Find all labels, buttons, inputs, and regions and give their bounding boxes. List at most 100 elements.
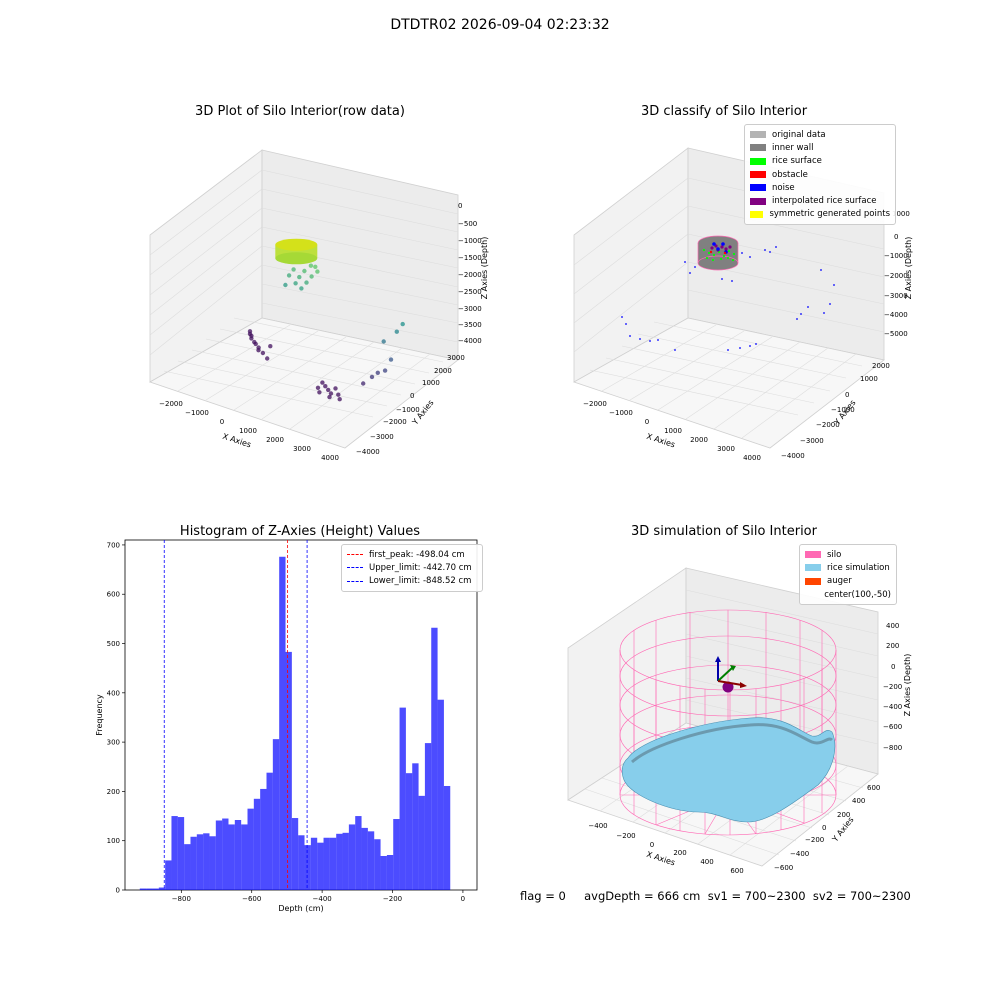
plot4-legend: silo rice simulation auger center(100,-5… — [799, 544, 897, 606]
legend-swatch — [750, 171, 766, 179]
plot3-bars — [139, 556, 451, 890]
data-point — [327, 394, 332, 400]
plot4-ztick: −800 — [883, 744, 902, 752]
data-point — [315, 385, 321, 390]
histogram-bar — [260, 788, 267, 890]
data-point — [326, 387, 331, 393]
legend-entry: rice surface — [750, 155, 890, 168]
data-point — [400, 321, 405, 327]
y-tick-label: 600 — [107, 591, 120, 599]
plot1-xtick: 2000 — [266, 436, 284, 444]
plot4-title: 3D simulation of Silo Interior — [631, 524, 817, 539]
rice-point — [711, 258, 715, 262]
noise-point — [775, 246, 777, 248]
legend-swatch — [750, 157, 766, 165]
legend-entry: interpolated rice surface — [750, 194, 890, 207]
legend-entry: Lower_limit: -848.52 cm — [347, 575, 477, 588]
plot2-ytick: −2000 — [816, 421, 840, 429]
data-point — [291, 267, 296, 272]
plot4-ytick: 200 — [837, 811, 850, 819]
histogram-bar — [228, 824, 235, 890]
legend-label: noise — [772, 182, 795, 193]
histogram-bar — [323, 837, 330, 890]
data-point — [302, 268, 307, 274]
x-tick-label: −600 — [242, 895, 261, 903]
rice-point — [726, 256, 730, 260]
interpolated-point — [710, 246, 714, 250]
plot2-xtick: 1000 — [664, 427, 682, 435]
plot4-auger — [715, 656, 747, 693]
plot2-inner-wall-bottom — [697, 255, 739, 271]
y-tick-label: 400 — [107, 689, 120, 697]
histogram-bar — [272, 739, 280, 890]
rice-point — [732, 252, 736, 256]
noise-point — [769, 251, 771, 253]
histogram-bar — [355, 816, 362, 890]
plot4-ytick: 400 — [852, 797, 865, 805]
histogram-bar — [374, 839, 381, 890]
legend-label: obstacle — [772, 169, 808, 180]
plot4-rice-surface — [621, 717, 836, 823]
plot2-tick-labels: −2000 −1000 0 1000 2000 3000 4000 −4000 … — [583, 210, 910, 462]
interpolated-point — [728, 245, 732, 249]
plot1-ztick: −2500 — [458, 288, 482, 296]
plot2-zlabel: Z Axies (Depth) — [904, 237, 913, 300]
histogram-bar — [184, 844, 191, 890]
data-point — [286, 273, 292, 278]
noise-point — [694, 266, 696, 268]
histogram-bar — [393, 819, 400, 890]
data-point — [297, 274, 302, 280]
plot4-ylabel: Y Axies — [830, 815, 856, 844]
x-tick-label: 0 — [461, 895, 465, 903]
plot2-ztick: −2000 — [884, 272, 908, 280]
plot4-ytick: −200 — [805, 836, 824, 844]
legend-line — [347, 554, 363, 556]
histogram-bar — [285, 651, 292, 890]
data-point — [361, 381, 366, 386]
plot1-xtick: 3000 — [293, 445, 311, 453]
plot1-ztick: −1000 — [458, 237, 482, 245]
plot4-chart: −400 −200 0 200 400 600 −600 −400 −200 0… — [567, 567, 912, 875]
plot2-xtick: 3000 — [717, 445, 735, 453]
plot1-ytick: −3000 — [370, 433, 394, 441]
y-tick-label: 500 — [107, 640, 120, 648]
legend-entry: original data — [750, 128, 890, 141]
legend-swatch — [805, 564, 821, 572]
plot1-ytick: 3000 — [447, 354, 465, 362]
plot2-ytick: −3000 — [800, 437, 824, 445]
histogram-bar — [190, 836, 197, 890]
status-line: flag = 0 avgDepth = 666 cm sv1 = 700~230… — [520, 889, 911, 903]
histogram-bar — [222, 818, 229, 890]
noise-point — [649, 340, 651, 342]
plot4-zlabel: Z Axies (Depth) — [903, 654, 912, 717]
legend-line — [347, 567, 363, 569]
cluster-bottom — [275, 252, 318, 265]
plot4-ytick: −600 — [774, 864, 793, 872]
plot2-xtick: −2000 — [583, 400, 607, 408]
legend-entry: Upper_limit: -442.70 cm — [347, 561, 477, 574]
plot1-ztick: −4000 — [458, 337, 482, 345]
histogram-bar — [146, 888, 153, 890]
legend-swatch — [750, 144, 766, 152]
plot1-ytick: 0 — [410, 392, 414, 400]
histogram-bar — [317, 842, 324, 890]
obstacle-point — [709, 250, 713, 254]
data-point — [249, 333, 254, 338]
plot2-ytick: −4000 — [781, 452, 805, 460]
plot2-ztick: 0 — [894, 233, 898, 241]
interpolated-point — [724, 247, 728, 251]
noise-point — [755, 343, 757, 345]
plot4-ztick: −200 — [883, 683, 902, 691]
data-point — [260, 350, 266, 356]
y-tick-label: 700 — [107, 541, 120, 549]
legend-entry: obstacle — [750, 168, 890, 181]
histogram-bar — [196, 834, 204, 890]
histogram-bar — [298, 835, 305, 890]
data-point — [317, 390, 322, 395]
plot4-ztick: 0 — [891, 663, 895, 671]
histogram-bar — [336, 833, 343, 890]
noise-point — [820, 269, 822, 271]
plot1-ztick: −500 — [458, 220, 477, 228]
noise-point — [674, 349, 676, 351]
plot2-ztick: −1000 — [884, 252, 908, 260]
